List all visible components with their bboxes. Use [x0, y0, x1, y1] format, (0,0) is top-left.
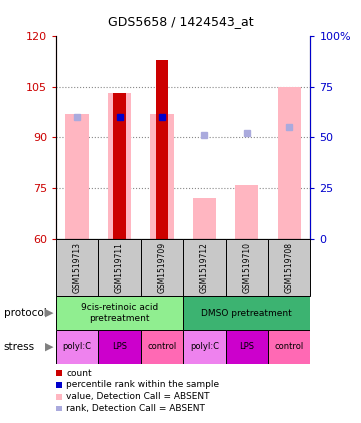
Bar — [150, 114, 174, 239]
Bar — [226, 239, 268, 296]
Text: polyI:C: polyI:C — [63, 342, 92, 352]
Text: percentile rank within the sample: percentile rank within the sample — [66, 380, 219, 390]
Bar — [113, 93, 126, 239]
Bar — [183, 330, 226, 364]
Bar — [98, 330, 141, 364]
Bar — [56, 296, 183, 330]
Text: LPS: LPS — [112, 342, 127, 352]
Bar — [268, 330, 310, 364]
Text: ▶: ▶ — [44, 308, 53, 318]
Text: stress: stress — [4, 342, 35, 352]
Text: control: control — [147, 342, 177, 352]
Text: LPS: LPS — [239, 342, 255, 352]
Bar — [65, 114, 89, 239]
Text: GSM1519711: GSM1519711 — [115, 242, 124, 293]
Bar — [56, 330, 98, 364]
Text: GSM1519712: GSM1519712 — [200, 242, 209, 293]
Bar — [183, 296, 310, 330]
Bar — [141, 330, 183, 364]
Text: DMSO pretreatment: DMSO pretreatment — [201, 308, 292, 318]
Bar — [268, 239, 310, 296]
Text: GSM1519709: GSM1519709 — [157, 242, 166, 293]
Text: rank, Detection Call = ABSENT: rank, Detection Call = ABSENT — [66, 404, 205, 413]
Text: ▶: ▶ — [44, 342, 53, 352]
Text: GSM1519710: GSM1519710 — [242, 242, 251, 293]
Bar — [156, 60, 168, 239]
Text: value, Detection Call = ABSENT: value, Detection Call = ABSENT — [66, 392, 210, 401]
Text: 9cis-retinoic acid
pretreatment: 9cis-retinoic acid pretreatment — [81, 303, 158, 323]
Text: GSM1519713: GSM1519713 — [73, 242, 82, 293]
Text: count: count — [66, 368, 92, 378]
Text: control: control — [275, 342, 304, 352]
Text: GDS5658 / 1424543_at: GDS5658 / 1424543_at — [108, 15, 253, 28]
Bar — [226, 330, 268, 364]
Bar — [193, 198, 216, 239]
Bar — [278, 87, 301, 239]
Bar — [235, 185, 258, 239]
Bar — [98, 239, 141, 296]
Text: protocol: protocol — [4, 308, 46, 318]
Bar — [183, 239, 226, 296]
Bar — [141, 239, 183, 296]
Text: polyI:C: polyI:C — [190, 342, 219, 352]
Bar — [56, 239, 98, 296]
Text: GSM1519708: GSM1519708 — [285, 242, 294, 293]
Bar — [108, 93, 131, 239]
